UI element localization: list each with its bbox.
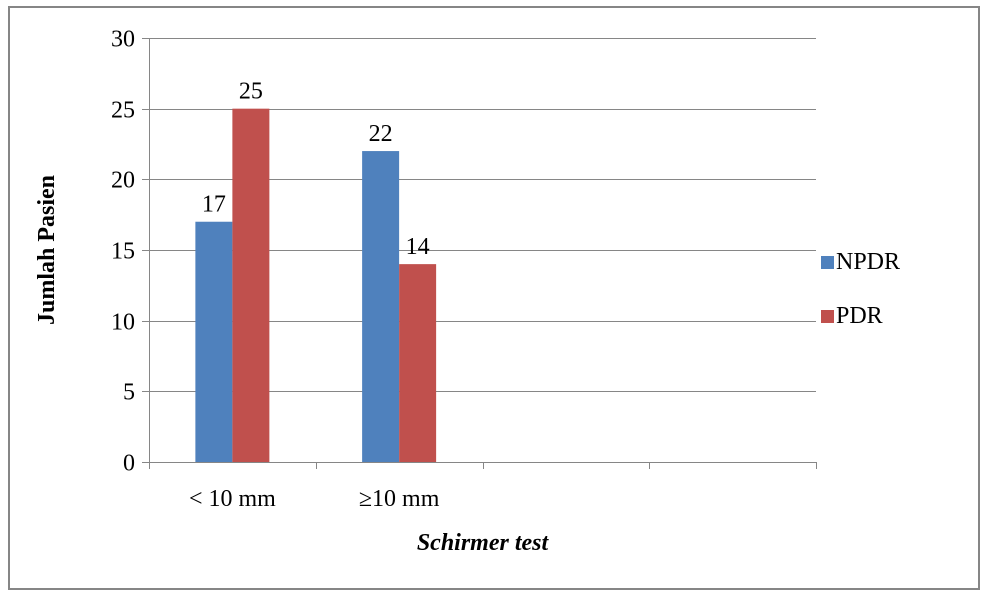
- data-label: 14: [406, 234, 430, 260]
- chart-frame: 0 5 10 15 20 25 30 17 25 < 10 mm 22 14 ≥10 mm Schirme…: [8, 6, 980, 590]
- y-tick-label: 25: [111, 98, 135, 124]
- legend-label-npdr: NPDR: [836, 249, 900, 275]
- labels: 0 5 10 15 20 25 30 17 25 < 10 mm 22 14 ≥10 mm Schirme…: [34, 27, 550, 557]
- data-label: 17: [202, 192, 226, 218]
- x-tick-label: < 10 mm: [189, 486, 276, 512]
- bar-pdr-1: [399, 264, 437, 462]
- x-axis-title: Schirmer test: [417, 530, 550, 556]
- bars: [195, 108, 437, 463]
- y-tick-label: 0: [123, 451, 135, 477]
- data-label: 25: [239, 79, 263, 105]
- bar-npdr-0: [195, 221, 233, 462]
- bar-pdr-0: [232, 108, 270, 463]
- y-tick-label: 15: [111, 239, 135, 265]
- y-tick-label: 20: [111, 168, 135, 194]
- bar-npdr-1: [362, 151, 400, 463]
- y-tick-label: 30: [111, 27, 135, 53]
- y-axis-title: Jumlah Pasien: [34, 175, 60, 325]
- legend-swatch-pdr: [821, 310, 834, 323]
- data-label: 22: [369, 121, 393, 147]
- legend: NPDR PDR: [821, 249, 900, 329]
- legend-swatch-npdr: [821, 256, 834, 269]
- x-tick-label: ≥10 mm: [359, 486, 440, 512]
- y-tick-label: 5: [123, 380, 135, 406]
- bar-chart: 0 5 10 15 20 25 30 17 25 < 10 mm 22 14 ≥10 mm Schirme…: [34, 27, 900, 557]
- legend-label-pdr: PDR: [836, 303, 883, 329]
- y-tick-label: 10: [111, 310, 135, 336]
- axes: [142, 38, 817, 469]
